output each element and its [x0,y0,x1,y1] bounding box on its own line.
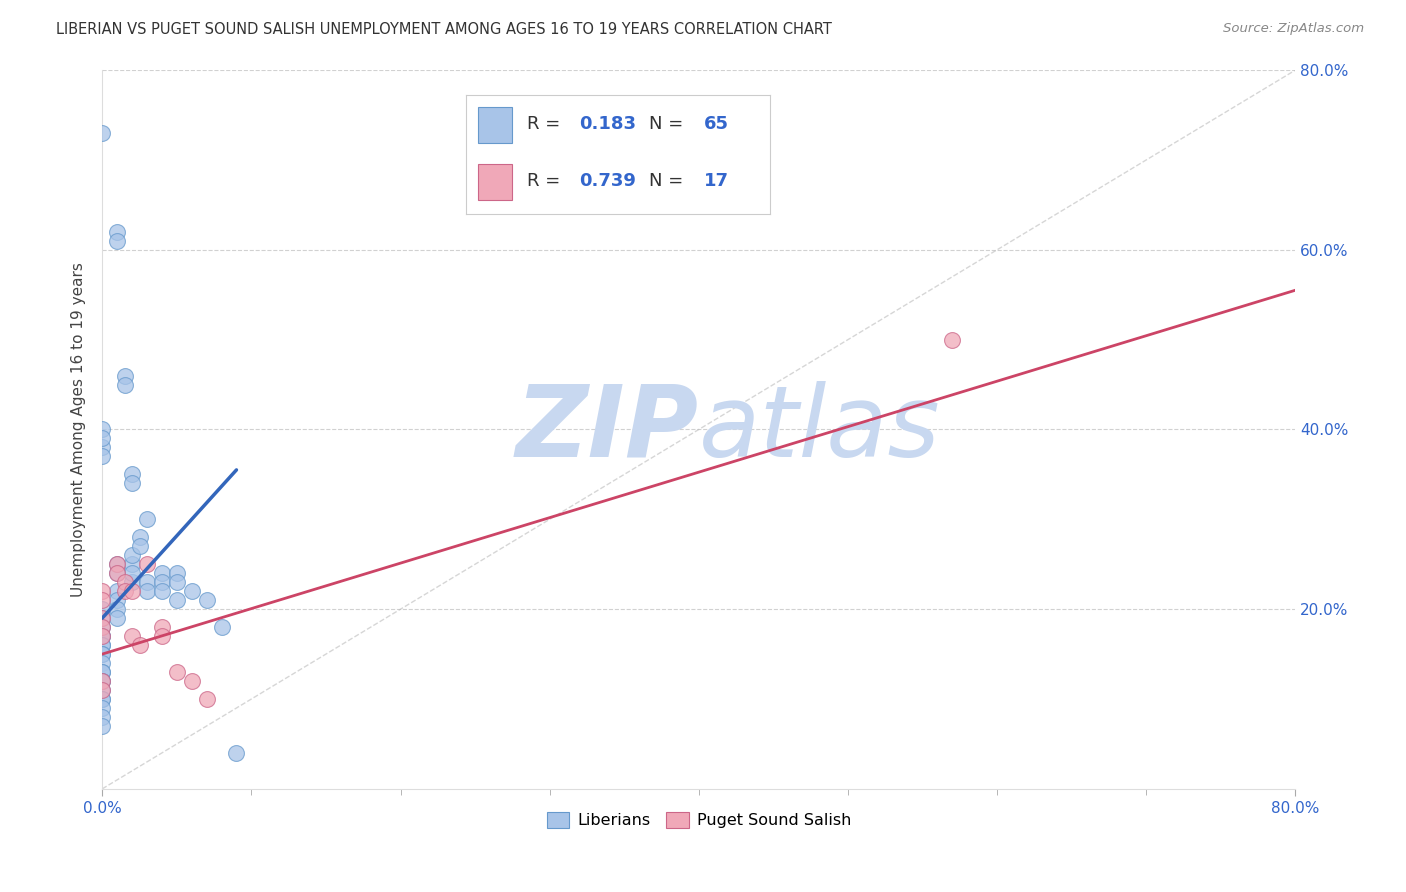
Point [166,575,188,590]
Point [121,584,143,599]
Point [166,566,188,581]
Point [105,558,128,572]
Point [941,333,963,347]
Point [128,638,150,652]
Point [91,674,114,689]
Y-axis label: Unemployment Among Ages 16 to 19 years: Unemployment Among Ages 16 to 19 years [72,262,86,597]
Point [225,746,247,760]
Point [150,566,173,581]
Point [136,584,159,599]
Point [105,611,128,625]
Point [91,422,114,436]
Point [105,225,128,239]
Text: LIBERIAN VS PUGET SOUND SALISH UNEMPLOYMENT AMONG AGES 16 TO 19 YEARS CORRELATIO: LIBERIAN VS PUGET SOUND SALISH UNEMPLOYM… [56,22,832,37]
Point [91,629,114,643]
Point [121,629,143,643]
Point [150,620,173,634]
Point [114,377,136,392]
Point [136,575,159,590]
Point [105,566,128,581]
Point [114,368,136,383]
Point [121,566,143,581]
Point [91,692,114,706]
Point [166,593,188,607]
Point [150,575,173,590]
Point [91,656,114,670]
Point [121,467,143,482]
Text: atlas: atlas [699,381,941,478]
Legend: Liberians, Puget Sound Salish: Liberians, Puget Sound Salish [540,806,858,835]
Point [91,710,114,724]
Text: Source: ZipAtlas.com: Source: ZipAtlas.com [1223,22,1364,36]
Point [121,548,143,562]
Point [114,584,136,599]
Text: ZIP: ZIP [516,381,699,478]
Point [121,558,143,572]
Point [91,629,114,643]
Point [91,584,114,599]
Point [91,647,114,661]
Point [91,674,114,689]
Point [91,126,114,140]
Point [105,593,128,607]
Point [211,620,233,634]
Point [180,584,202,599]
Point [91,611,114,625]
Point [121,575,143,590]
Point [105,234,128,248]
Point [150,584,173,599]
Point [91,441,114,455]
Point [150,629,173,643]
Point [91,683,114,698]
Point [91,665,114,679]
Point [91,450,114,464]
Point [91,602,114,616]
Point [105,602,128,616]
Point [166,665,188,679]
Point [91,638,114,652]
Point [91,683,114,698]
Point [91,647,114,661]
Point [114,575,136,590]
Point [91,620,114,634]
Point [195,692,218,706]
Point [91,611,114,625]
Point [91,692,114,706]
Point [180,674,202,689]
Point [91,432,114,446]
Point [136,558,159,572]
Point [91,638,114,652]
Point [105,566,128,581]
Point [91,620,114,634]
Point [128,530,150,544]
Point [91,701,114,715]
Point [91,665,114,679]
Point [91,629,114,643]
Point [121,476,143,491]
Point [91,719,114,733]
Point [91,674,114,689]
Point [136,512,159,526]
Point [128,539,150,553]
Point [105,584,128,599]
Point [195,593,218,607]
Point [91,593,114,607]
Point [105,558,128,572]
